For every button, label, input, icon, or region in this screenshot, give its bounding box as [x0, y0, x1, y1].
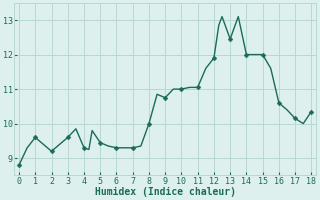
X-axis label: Humidex (Indice chaleur): Humidex (Indice chaleur) [95, 187, 236, 197]
